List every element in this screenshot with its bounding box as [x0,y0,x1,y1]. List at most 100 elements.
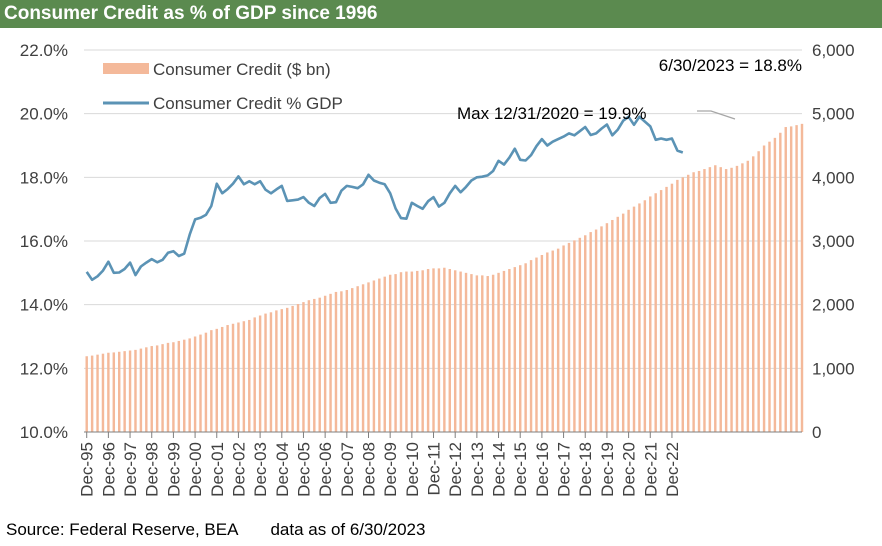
y-left-tick-label: 22.0% [20,41,68,60]
x-tick-label: Dec-21 [641,442,660,497]
x-tick-label: Dec-06 [316,442,335,497]
bar [134,349,137,432]
x-tick-label: Dec-99 [164,442,183,497]
bar [318,297,321,432]
line-series-group [85,115,684,282]
bar [643,200,647,432]
x-axis: Dec-95 Dec-96 Dec-97 Dec-98 Dec-99 Dec-00 Dec-… [78,431,802,497]
bar [540,255,544,432]
bar [594,229,598,432]
bar [329,293,332,432]
bar [481,275,484,432]
x-tick-label: Dec-15 [511,442,530,497]
bar [416,270,419,432]
x-tick-label: Dec-03 [251,442,270,497]
bar [665,186,668,432]
bar [183,339,186,432]
legend-bar-label: Consumer Credit ($ bn) [153,60,331,79]
y-left-tick-label: 10.0% [20,423,68,442]
bar [589,232,592,432]
bar [177,340,181,432]
x-tick-label: Dec-97 [121,442,140,497]
bar [231,323,235,432]
bar [562,245,565,432]
bar [388,274,392,432]
bar [90,355,94,432]
bar [470,274,473,432]
bar [654,193,657,432]
bar [703,169,706,432]
bar [508,269,511,432]
bar [399,272,403,432]
y-right-tick-label: 1,000 [812,359,855,378]
y-right-tick-label: 4,000 [812,168,855,187]
bar [356,286,359,432]
bar [453,270,457,432]
bar [475,275,479,432]
bar [437,268,441,432]
bar [155,345,159,432]
bar [649,196,652,432]
bar [145,347,148,432]
bar [800,123,804,432]
y-right-tick-label: 6,000 [812,41,855,60]
y-axis-right: 0 1,000 2,000 3,000 4,000 5,000 6,000 [812,41,855,442]
bar [378,278,381,432]
bar [676,179,679,432]
y-left-tick-label: 12.0% [20,359,68,378]
bar [361,284,365,432]
bar [719,167,722,432]
y-left-tick-label: 16.0% [20,232,68,251]
bar [730,167,733,433]
x-tick-label: Dec-22 [663,442,682,497]
bar [307,300,311,432]
bar [757,151,760,432]
y-right-tick-label: 3,000 [812,232,855,251]
bar [714,165,717,432]
chart-title: Consumer Credit as % of GDP since 1996 [0,0,882,28]
bar [323,295,327,432]
x-tick-label: Dec-11 [425,442,444,496]
x-tick-label: Dec-20 [620,442,639,497]
bar [513,267,517,432]
x-tick-label: Dec-04 [273,442,292,497]
bar [150,346,153,432]
legend-line-label: Consumer Credit % GDP [153,94,343,113]
x-tick-label: Dec-98 [143,442,162,497]
bar [448,269,451,432]
bar [789,126,793,433]
bar [118,351,121,432]
bar [556,248,560,432]
bar [621,213,625,432]
bar [741,163,744,432]
bar [421,270,424,432]
x-tick-label: Dec-17 [555,442,574,497]
bar [269,312,273,432]
bar [573,240,576,432]
x-tick-label: Dec-16 [533,442,552,497]
y-left-tick-label: 20.0% [20,105,68,124]
bar [746,160,750,432]
bar [632,206,636,432]
bar-series [85,123,804,433]
bar [248,319,251,432]
bar [724,169,728,432]
bar [193,336,197,432]
y-right-tick-label: 2,000 [812,296,855,315]
bar [518,265,522,432]
x-tick-label: Dec-07 [338,442,357,497]
x-tick-label: Dec-19 [598,442,617,497]
bar [567,242,571,432]
bar [432,268,435,432]
bar [405,271,408,432]
bar [226,325,229,432]
x-tick-label: Dec-08 [359,442,378,497]
x-tick-label: Dec-05 [294,442,313,497]
y-right-tick-label: 0 [812,423,821,442]
bar [464,272,468,432]
bar [670,183,674,432]
bar [784,127,787,432]
x-tick-label: Dec-14 [490,442,509,497]
y-right-tick-label: 5,000 [812,105,855,124]
x-tick-label: Dec-95 [78,442,97,497]
